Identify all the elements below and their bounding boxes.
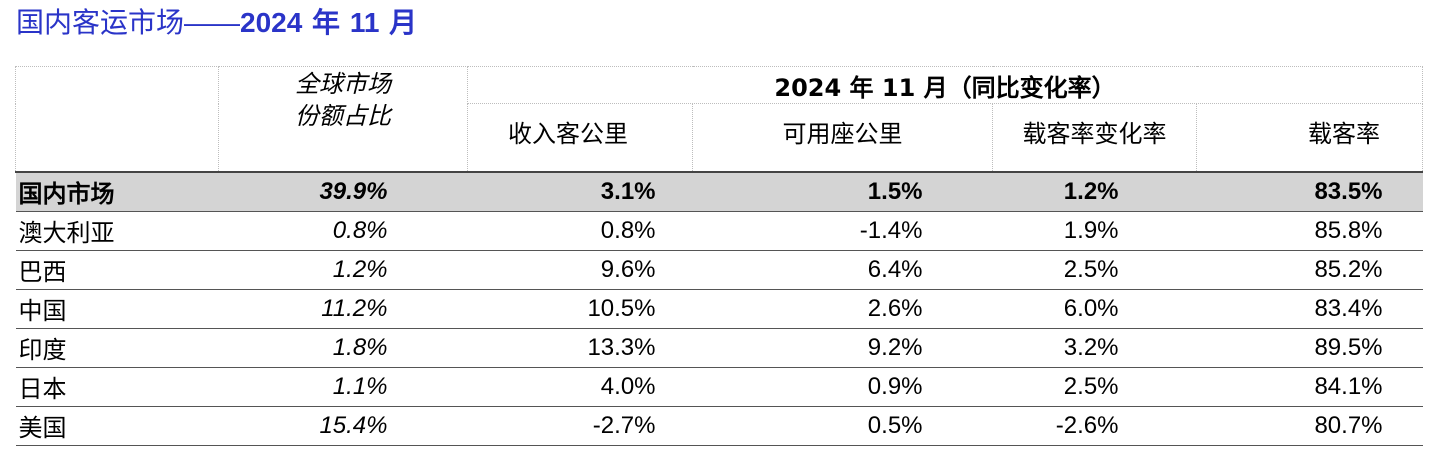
table-row: 澳大利亚 0.8% 0.8% -1.4% 1.9% 85.8%	[15, 210, 1423, 251]
row-plf-change: 2.5%	[992, 249, 1197, 290]
row-name: 印度	[15, 327, 219, 368]
row-plf: 85.8%	[1196, 210, 1423, 251]
row-share: 1.8%	[218, 327, 468, 368]
table-row: 印度 1.8% 13.3% 9.2% 3.2% 89.5%	[15, 327, 1423, 368]
row-share: 1.1%	[218, 366, 468, 407]
row-ask: -1.4%	[692, 210, 993, 251]
row-name: 澳大利亚	[15, 210, 219, 251]
header-empty-cell	[15, 66, 219, 172]
table-row: 美国 15.4% -2.7% 0.5% -2.6% 80.7%	[15, 405, 1423, 446]
row-rpk: 13.3%	[467, 327, 693, 368]
row-name: 中国	[15, 288, 219, 329]
page-title: 国内客运市场——2024 年 11 月	[16, 5, 417, 41]
row-ask: 0.5%	[692, 405, 993, 446]
row-ask: 1.5%	[692, 170, 993, 212]
row-plf-change: 2.5%	[992, 366, 1197, 407]
row-rpk: 10.5%	[467, 288, 693, 329]
title-month: 11	[349, 7, 380, 38]
passenger-market-table: 全球市场 份额占比 2024 年 11 月（同比变化率） 收入客公里 可用座公里…	[15, 66, 1424, 446]
header-period: 2024 年 11 月（同比变化率）	[466, 66, 1424, 104]
title-year-unit: 年	[302, 6, 350, 39]
row-plf: 83.4%	[1196, 288, 1423, 329]
row-plf-change: 1.2%	[992, 170, 1197, 212]
row-ask: 9.2%	[692, 327, 993, 368]
row-rpk: 3.1%	[467, 170, 693, 212]
row-ask: 6.4%	[692, 249, 993, 290]
title-text: 国内客运市场	[16, 6, 185, 39]
row-plf-change: 1.9%	[992, 210, 1197, 251]
row-plf: 83.5%	[1196, 170, 1423, 212]
title-dash: ——	[184, 7, 241, 38]
header-col-rpk: 收入客公里	[467, 103, 693, 172]
row-rpk: 4.0%	[467, 366, 693, 407]
table-row: 日本 1.1% 4.0% 0.9% 2.5% 84.1%	[15, 366, 1423, 407]
header-col-plf-change: 载客率变化率	[992, 103, 1197, 172]
header-global-share: 全球市场 份额占比	[218, 66, 468, 172]
table-row: 中国 11.2% 10.5% 2.6% 6.0% 83.4%	[15, 288, 1423, 329]
header-row-1: 全球市场 份额占比 2024 年 11 月（同比变化率）	[15, 66, 1424, 172]
row-share: 0.8%	[218, 210, 468, 251]
row-rpk: 0.8%	[467, 210, 693, 251]
row-ask: 2.6%	[692, 288, 993, 329]
row-plf-change: 3.2%	[992, 327, 1197, 368]
table-row-total: 国内市场 39.9% 3.1% 1.5% 1.2% 83.5%	[15, 170, 1423, 212]
title-year: 2024	[240, 7, 303, 38]
row-name: 国内市场	[15, 170, 219, 212]
row-share: 39.9%	[218, 170, 468, 212]
row-plf: 84.1%	[1196, 366, 1423, 407]
row-share: 1.2%	[218, 249, 468, 290]
header-share-line1: 全球市场	[295, 70, 391, 98]
header-share-line2: 份额占比	[295, 102, 391, 130]
row-plf: 80.7%	[1196, 405, 1423, 446]
row-share: 11.2%	[218, 288, 468, 329]
row-ask: 0.9%	[692, 366, 993, 407]
row-name: 巴西	[15, 249, 219, 290]
row-name: 日本	[15, 366, 219, 407]
row-rpk: -2.7%	[467, 405, 693, 446]
title-month-unit: 月	[379, 6, 418, 39]
row-name: 美国	[15, 405, 219, 446]
header-col-plf: 载客率	[1195, 103, 1424, 172]
row-rpk: 9.6%	[467, 249, 693, 290]
row-share: 15.4%	[218, 405, 468, 446]
header-col-ask: 可用座公里	[692, 103, 993, 172]
row-plf: 85.2%	[1196, 249, 1423, 290]
row-plf-change: -2.6%	[992, 405, 1197, 446]
row-plf-change: 6.0%	[992, 288, 1197, 329]
row-plf: 89.5%	[1196, 327, 1423, 368]
table-row: 巴西 1.2% 9.6% 6.4% 2.5% 85.2%	[15, 249, 1423, 290]
